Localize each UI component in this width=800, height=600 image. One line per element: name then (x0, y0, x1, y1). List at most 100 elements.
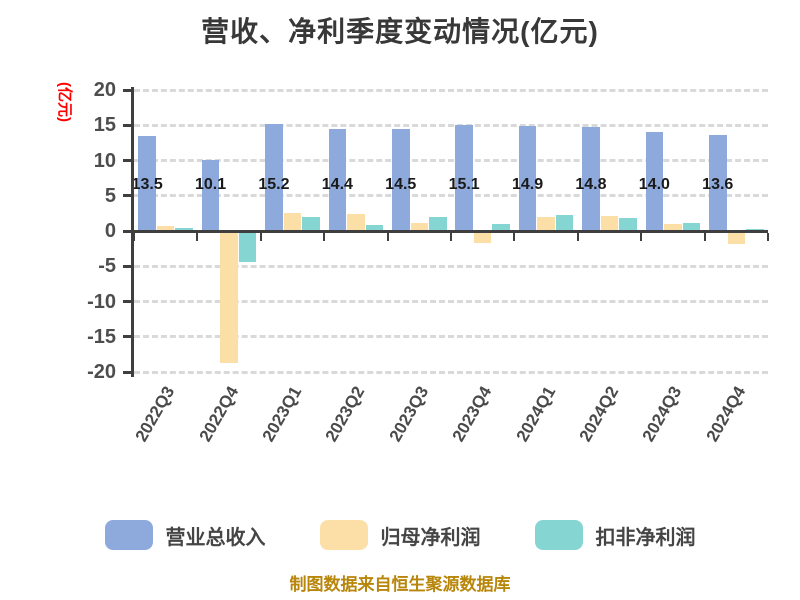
non-gaap-profit-bar (682, 223, 701, 231)
plot-area: 20 15 10 5 0 -5 -10 -15 -20 13.5 10.1 15.2 14.4 14.5 1… (87, 79, 769, 383)
net-profit-bar (664, 223, 682, 231)
x-tick-label: 2023Q3 (385, 383, 433, 445)
legend-label-non-gaap-profit: 扣非净利润 (595, 526, 696, 549)
x-tick-label: 2022Q4 (195, 383, 242, 445)
y-tick-mark (123, 123, 131, 127)
bar-value-label: 13.5 (131, 176, 163, 193)
net-profit-bar (220, 233, 238, 364)
non-gaap-profit-bar (746, 228, 764, 231)
net-profit-bar (600, 216, 619, 231)
net-profit-bar (537, 216, 555, 231)
bar-value-label: 14.8 (575, 176, 607, 193)
gridline (134, 88, 768, 92)
net-profit-bar (283, 212, 302, 231)
data-source-note: 制图数据来自恒生聚源数据库 (289, 575, 511, 594)
revenue-bar (518, 125, 537, 231)
gridline (134, 123, 768, 127)
legend-item-revenue: 营业总收入 (104, 520, 266, 550)
non-gaap-profit-bar (302, 216, 320, 231)
x-tick-label: 2024Q2 (575, 383, 623, 445)
x-tick-label: 2024Q4 (702, 383, 750, 445)
y-tick-label: -10 (87, 290, 116, 313)
gridline (134, 159, 768, 162)
x-axis-labels: 2022Q3 2022Q4 2023Q1 2023Q2 2023Q3 2023Q4 2024… (131, 372, 768, 487)
y-tick-label: 5 (104, 184, 116, 207)
y-tick-label: 0 (104, 220, 116, 242)
legend-item-non-gaap-profit: 扣非净利润 (534, 520, 696, 550)
x-tick-label: 2022Q3 (131, 383, 179, 445)
revenue-bar (392, 128, 410, 231)
non-gaap-profit-bar (619, 218, 637, 231)
y-tick-label: -20 (87, 361, 116, 383)
legend-swatch-revenue (104, 520, 153, 550)
bar-value-label: 14.0 (638, 176, 670, 193)
net-profit-bar (410, 223, 428, 231)
x-tick-label: 2023Q4 (448, 383, 496, 445)
revenue-bar (265, 123, 283, 231)
x-tick-mark (386, 233, 389, 241)
y-tick-label: 20 (93, 79, 116, 101)
y-tick-mark (123, 264, 131, 268)
legend: 营业总收入 归母净利润 扣非净利润 (0, 520, 800, 550)
revenue-bar (582, 126, 600, 231)
gridline (134, 335, 768, 339)
revenue-bar (645, 132, 664, 231)
non-gaap-profit-bar (492, 223, 510, 231)
chart-title: 营收、净利季度变动情况(亿元) (201, 16, 599, 47)
bar-value-label: 15.2 (258, 176, 290, 193)
x-tick-mark (513, 233, 516, 241)
x-tick-mark (196, 233, 199, 241)
x-tick-mark (323, 233, 326, 241)
gridline (134, 370, 768, 374)
x-tick-mark (767, 233, 769, 241)
gridline (134, 300, 768, 303)
bar-value-label: 13.6 (702, 176, 734, 193)
non-gaap-profit-bar (175, 228, 193, 231)
revenue-bar (709, 135, 727, 231)
x-tick-label: 2023Q1 (258, 383, 306, 445)
legend-label-revenue: 营业总收入 (165, 526, 266, 549)
bar-value-label: 14.4 (321, 176, 353, 193)
y-tick-mark (123, 370, 131, 374)
y-tick-label: -15 (87, 325, 116, 348)
y-tick-label: 15 (93, 114, 116, 137)
x-tick-mark (133, 233, 135, 241)
zero-axis-line (131, 230, 768, 233)
bar-value-label: 14.9 (511, 176, 544, 193)
y-tick-mark (123, 300, 131, 303)
bar-value-label: 14.5 (385, 176, 417, 193)
x-tick-label: 2023Q2 (321, 383, 369, 445)
revenue-bar (455, 124, 473, 231)
revenue-bar (138, 135, 156, 231)
x-tick-label: 2024Q1 (512, 383, 559, 445)
non-gaap-profit-bar (429, 216, 447, 231)
gridline (134, 194, 768, 198)
y-tick-mark (123, 159, 131, 162)
bar-value-label: 10.1 (194, 176, 227, 193)
x-tick-mark (576, 233, 579, 241)
net-profit-bar (473, 233, 492, 243)
legend-label-net-profit: 归母净利润 (380, 526, 481, 549)
non-gaap-profit-bar (365, 224, 384, 231)
non-gaap-profit-bar (238, 233, 257, 262)
net-profit-bar (347, 214, 365, 231)
net-profit-bar (156, 226, 175, 231)
y-tick-label: 10 (93, 149, 116, 172)
revenue-bar (328, 129, 347, 231)
y-tick-label: -5 (98, 255, 116, 278)
gridline (134, 264, 768, 268)
net-profit-bar (727, 233, 745, 244)
revenue-bar (201, 159, 220, 231)
x-tick-mark (259, 233, 262, 241)
legend-swatch-net-profit (319, 520, 368, 550)
non-gaap-profit-bar (555, 214, 574, 231)
y-tick-mark (123, 335, 131, 339)
legend-item-net-profit: 归母净利润 (319, 520, 481, 550)
x-tick-mark (450, 233, 452, 241)
legend-swatch-non-gaap-profit (534, 520, 583, 550)
x-tick-mark (640, 233, 643, 241)
bar-value-label: 15.1 (448, 176, 480, 193)
y-tick-mark (123, 194, 131, 198)
y-tick-mark (123, 229, 131, 233)
